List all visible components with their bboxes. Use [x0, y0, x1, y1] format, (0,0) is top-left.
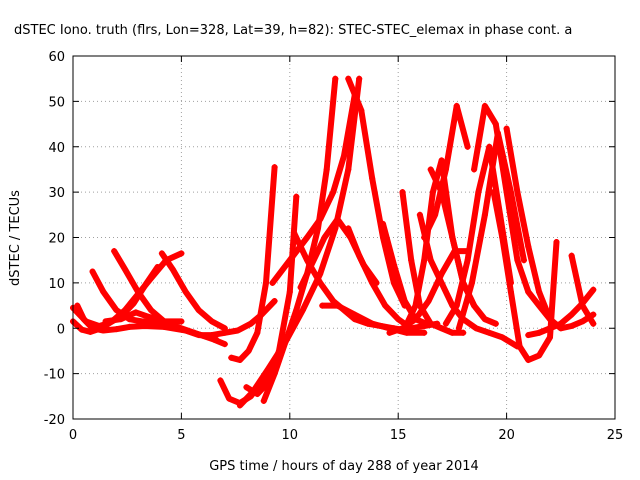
y-tick-label: 30: [48, 186, 65, 201]
y-axis-label: dSTEC / TECUs: [8, 190, 23, 286]
series-arc-17: [319, 302, 428, 336]
x-axis-label: GPS time / hours of day 288 of year 2014: [209, 459, 479, 474]
series-line: [89, 268, 172, 327]
x-tick-label: 0: [69, 428, 77, 443]
series-arc-07: [102, 309, 185, 325]
series-line: [345, 225, 441, 332]
series-arc-33: [525, 286, 597, 339]
series-arc-10: [228, 164, 278, 364]
y-tick-label: 40: [48, 141, 65, 156]
series-line: [471, 102, 553, 323]
series-arc-13: [236, 75, 363, 409]
grid: [73, 56, 615, 419]
y-tick-label: 50: [48, 95, 65, 110]
series-line: [455, 130, 527, 332]
y-tick-label: -10: [44, 368, 65, 383]
data-markers: [70, 75, 597, 409]
series-line: [503, 125, 597, 332]
axis-ticks: 0 5 10 15 20 25 -20 -10 0 10 20 30 40 50 60: [44, 50, 624, 443]
x-tick-label: 20: [498, 428, 515, 443]
x-tick-label: 25: [607, 428, 624, 443]
y-tick-label: 20: [48, 232, 65, 247]
x-tick-label: 5: [177, 428, 185, 443]
series-arc-14: [269, 91, 358, 286]
x-tick-label: 10: [282, 428, 299, 443]
series-line: [269, 91, 358, 286]
series-line: [380, 220, 430, 327]
series-arc-30: [490, 189, 560, 364]
series-line: [158, 250, 228, 332]
series-arc-25: [421, 102, 471, 241]
series-line: [490, 189, 560, 363]
series-line: [228, 164, 278, 363]
y-tick-label: -20: [44, 413, 65, 428]
series-arc-29: [471, 102, 553, 323]
chart-title: dSTEC Iono. truth (flrs, Lon=328, Lat=39…: [14, 23, 572, 38]
series-line: [319, 302, 428, 336]
series-line: [399, 189, 467, 336]
series-arc-22: [399, 189, 467, 336]
series-line: [260, 75, 339, 404]
series-line: [236, 75, 363, 409]
series-line: [70, 250, 185, 335]
y-tick-label: 10: [48, 277, 65, 292]
series-line: [421, 102, 471, 241]
series-line: [345, 75, 408, 309]
series-arc-06: [158, 250, 228, 332]
series-arc-28: [455, 130, 527, 332]
series-line: [102, 309, 185, 325]
series-line: [525, 286, 597, 339]
series-arc-31: [503, 125, 597, 332]
y-tick-label: 60: [48, 50, 65, 65]
y-tick-label: 0: [57, 322, 65, 337]
x-tick-label: 15: [390, 428, 407, 443]
